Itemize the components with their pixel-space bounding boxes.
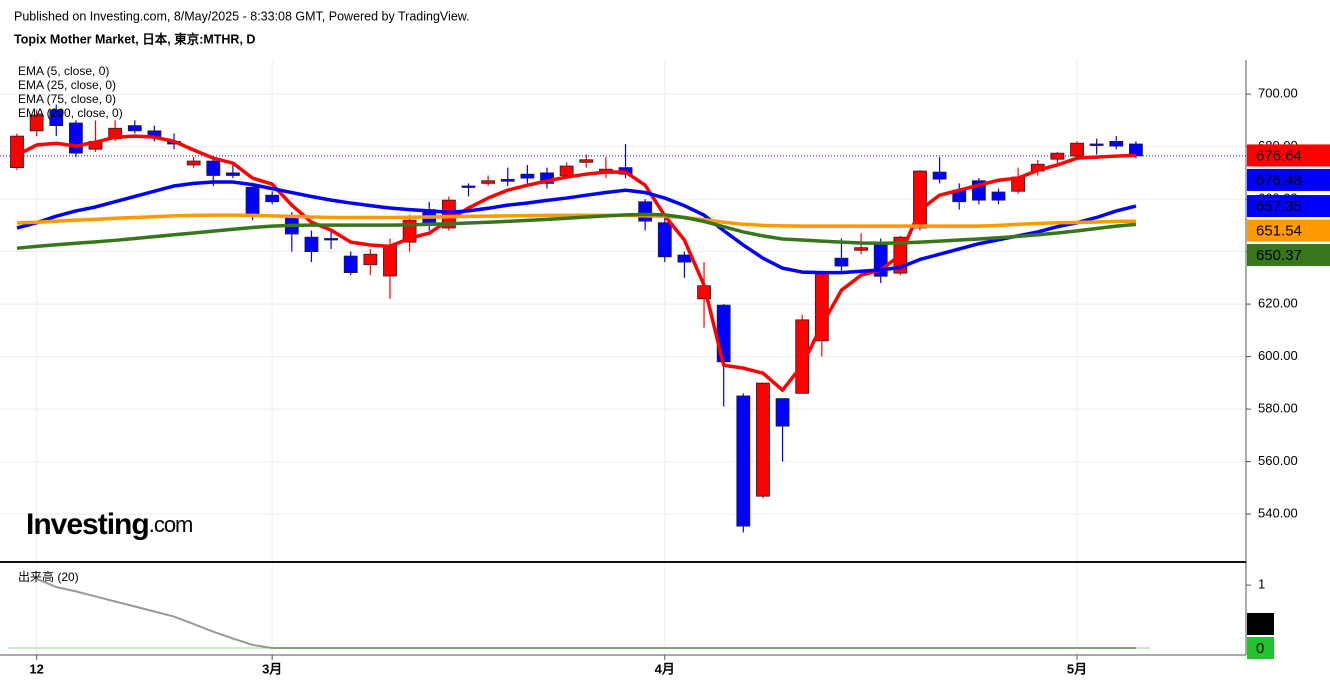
- candle-body: [226, 172, 240, 176]
- y-tick-label: 540.00: [1258, 506, 1298, 521]
- price-label-box: [1247, 244, 1330, 267]
- grid: [0, 60, 1246, 655]
- candle-body: [736, 395, 751, 527]
- price-label-box: [1247, 168, 1330, 191]
- y-tick-label: 700.00: [1258, 86, 1298, 101]
- price-label-box: [1247, 144, 1330, 167]
- candle-body: [461, 185, 476, 188]
- volume-y-tick-label: 1: [1258, 577, 1265, 592]
- legend-entry: EMA (75, close, 0): [18, 92, 116, 106]
- candle-body: [677, 254, 692, 263]
- published-note: Published on Investing.com, 8/May/2025 -…: [14, 9, 470, 23]
- candle-body: [186, 160, 201, 166]
- candle-body: [500, 179, 515, 182]
- ema-line: [16, 180, 1137, 275]
- y-tick-label: 620.00: [1258, 296, 1298, 311]
- watermark-main: Investing: [26, 508, 149, 541]
- candle-body: [854, 247, 868, 251]
- candle-body: [49, 109, 64, 127]
- candle-body: [1070, 142, 1084, 157]
- candle-body: [304, 236, 319, 253]
- candle-body: [68, 122, 83, 154]
- volume-label-box: [1247, 637, 1274, 659]
- candle-body: [775, 398, 790, 427]
- candle-body: [481, 180, 496, 184]
- candle-body: [991, 191, 1006, 201]
- legend-entry: EMA (5, close, 0): [18, 64, 109, 78]
- price-label: 657.35: [1256, 198, 1302, 215]
- price-label: 651.54: [1256, 223, 1302, 240]
- price-label-box: [1247, 219, 1330, 242]
- candle-body: [265, 194, 280, 203]
- watermark: Investing.com: [26, 508, 192, 541]
- candle-body: [932, 171, 947, 180]
- candle-body: [795, 319, 810, 394]
- candle-body: [206, 160, 221, 176]
- candle-body: [1089, 143, 1104, 146]
- y-tick-label: 560.00: [1258, 453, 1298, 468]
- candle-body: [324, 238, 338, 241]
- candle-body: [127, 125, 142, 132]
- x-tick-label: 4月: [655, 661, 675, 676]
- x-tick-label: 12: [29, 661, 43, 676]
- x-tick-label: 3月: [262, 661, 282, 676]
- candle-body: [29, 114, 44, 132]
- candle-body: [245, 186, 260, 216]
- legend-entry: EMA (25, close, 0): [18, 78, 116, 92]
- candle-body: [657, 222, 672, 258]
- volume-ma-label: 0: [1256, 616, 1264, 633]
- watermark-suffix: .com: [149, 512, 193, 537]
- volume-label: 0: [1256, 640, 1264, 657]
- candle-body: [520, 173, 535, 179]
- price-label-box: [1247, 195, 1330, 218]
- symbol-title: Topix Mother Market, 日本, 東京:MTHR, D: [14, 31, 255, 46]
- candle-body: [834, 257, 849, 267]
- price-label: 676.48: [1256, 172, 1302, 189]
- volume-ma-label-box: [1247, 613, 1274, 635]
- candle-body: [383, 244, 397, 277]
- volume-title: 出来高 (20): [18, 569, 79, 584]
- y-tick-label: 600.00: [1258, 348, 1298, 363]
- price-label: 650.37: [1256, 247, 1302, 264]
- ema-line: [16, 134, 1136, 392]
- candle-body: [559, 165, 574, 176]
- candle-body: [579, 159, 594, 163]
- legend-entry: EMA (200, close, 0): [18, 106, 123, 120]
- candle-body: [1050, 152, 1065, 160]
- y-tick-label: 580.00: [1258, 401, 1298, 416]
- price-label: 676.64: [1256, 147, 1302, 164]
- candle-body: [343, 255, 358, 273]
- x-tick-label: 5月: [1067, 661, 1087, 676]
- candle-body: [1109, 140, 1124, 147]
- candle-body: [363, 253, 378, 266]
- candle-body: [756, 382, 770, 497]
- ema-line: [16, 212, 1137, 250]
- ema-line: [16, 213, 1136, 228]
- candle-body: [638, 201, 653, 222]
